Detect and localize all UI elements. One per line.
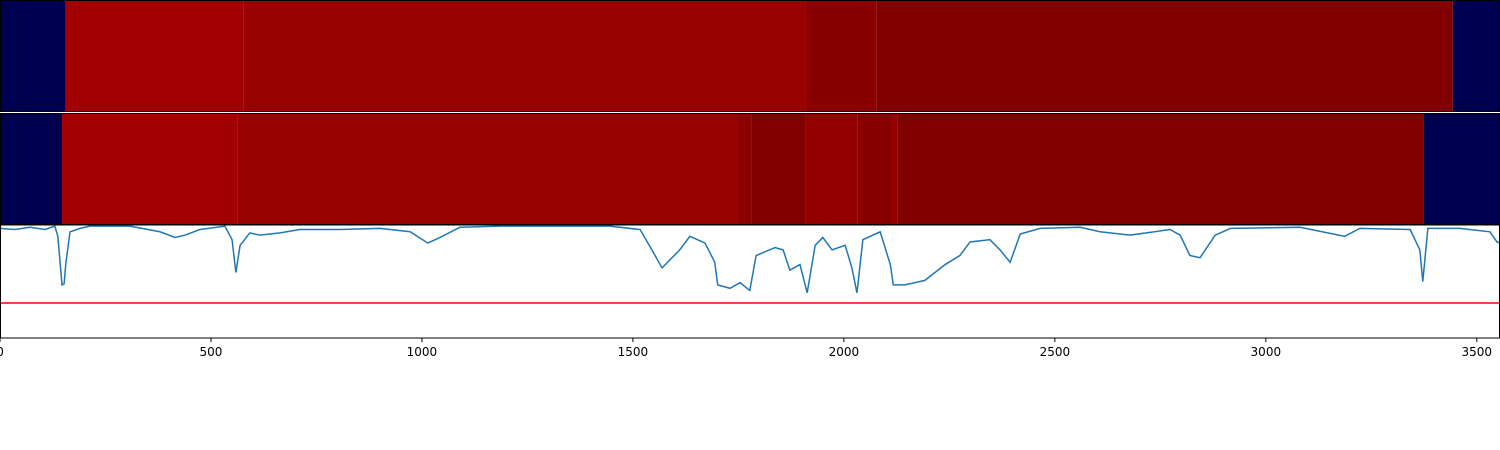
x-tick-label: 3500 (1462, 345, 1493, 359)
x-tick-label: 2000 (829, 345, 860, 359)
data-line (0, 225, 1500, 293)
x-tick-label: 1000 (407, 345, 438, 359)
heat-segment (65, 0, 244, 112)
heat-segment (751, 113, 806, 225)
heat-segment (857, 113, 892, 225)
heat-segment (876, 0, 1453, 112)
x-tick-label: 0 (0, 345, 4, 359)
heat-segment (897, 113, 1424, 225)
heat-segment (62, 113, 238, 225)
heat-segment (805, 113, 858, 225)
heat-segment (805, 0, 877, 112)
heat-segment (1423, 113, 1500, 225)
heat-segment (891, 113, 898, 225)
x-tick-label: 2500 (1040, 345, 1071, 359)
heat-segment (237, 113, 738, 225)
x-tick-label: 500 (200, 345, 223, 359)
heat-segment (0, 0, 66, 112)
heat-segment (1452, 0, 1500, 112)
panel-frame (0, 224, 1500, 339)
heat-segment (0, 113, 63, 225)
heat-segment (243, 0, 806, 112)
x-tick-label: 1500 (618, 345, 649, 359)
x-tick-label: 3000 (1251, 345, 1282, 359)
heat-segment (737, 113, 752, 225)
